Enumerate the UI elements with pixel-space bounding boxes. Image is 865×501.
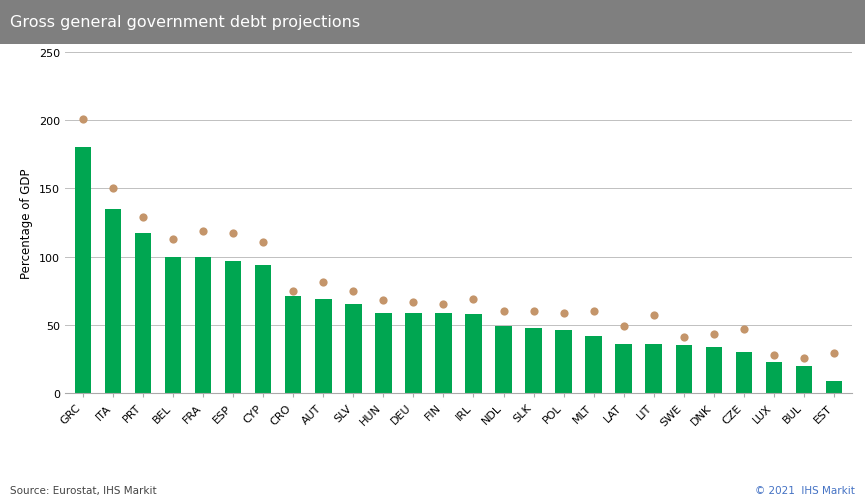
Point xyxy=(256,238,270,246)
Bar xyxy=(676,346,692,393)
Bar xyxy=(586,336,602,393)
Bar xyxy=(826,381,843,393)
Point xyxy=(227,230,240,238)
Bar xyxy=(525,328,541,393)
Bar xyxy=(225,261,241,393)
Y-axis label: Percentage of GDP: Percentage of GDP xyxy=(21,168,34,278)
Bar xyxy=(405,313,421,393)
Bar xyxy=(195,257,211,393)
Bar xyxy=(615,344,632,393)
Point xyxy=(166,235,180,243)
Point xyxy=(707,331,721,339)
Point xyxy=(407,298,420,306)
Point xyxy=(76,115,90,123)
Bar xyxy=(766,362,782,393)
Bar xyxy=(645,344,662,393)
Bar xyxy=(796,366,812,393)
Point xyxy=(647,312,661,320)
Point xyxy=(437,301,451,309)
Bar xyxy=(164,257,182,393)
Bar xyxy=(255,265,272,393)
Point xyxy=(286,287,300,295)
Bar xyxy=(555,331,572,393)
Bar xyxy=(74,148,91,393)
Point xyxy=(497,308,510,316)
Point xyxy=(317,279,330,287)
Point xyxy=(827,350,841,358)
Bar xyxy=(375,313,392,393)
Bar xyxy=(435,313,452,393)
Point xyxy=(466,295,480,303)
Point xyxy=(527,308,541,316)
Point xyxy=(106,185,120,193)
Bar xyxy=(105,209,121,393)
Point xyxy=(196,227,210,235)
Point xyxy=(676,333,690,341)
Bar xyxy=(345,305,362,393)
Point xyxy=(136,213,150,221)
Point xyxy=(557,309,571,317)
Point xyxy=(797,354,811,362)
Bar xyxy=(706,347,722,393)
Bar xyxy=(465,314,482,393)
Text: Gross general government debt projections: Gross general government debt projection… xyxy=(10,15,361,30)
Point xyxy=(586,308,600,316)
Bar xyxy=(285,297,302,393)
Point xyxy=(346,287,360,295)
Point xyxy=(737,325,751,333)
Point xyxy=(376,297,390,305)
Point xyxy=(617,323,631,331)
Bar xyxy=(496,327,512,393)
Point xyxy=(767,351,781,359)
Bar xyxy=(135,234,151,393)
Text: © 2021  IHS Markit: © 2021 IHS Markit xyxy=(755,485,855,495)
Bar xyxy=(735,352,753,393)
Bar xyxy=(315,299,331,393)
Text: Source: Eurostat, IHS Markit: Source: Eurostat, IHS Markit xyxy=(10,485,157,495)
